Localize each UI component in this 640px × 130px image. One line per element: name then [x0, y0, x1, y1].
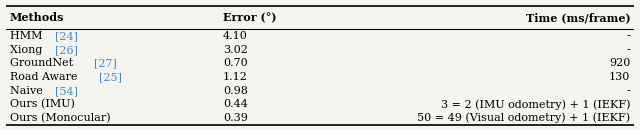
Text: [24]: [24] [55, 31, 78, 41]
Text: -: - [627, 86, 630, 96]
Text: 3 = 2 (IMU odometry) + 1 (IEKF): 3 = 2 (IMU odometry) + 1 (IEKF) [441, 99, 630, 110]
Text: Methods: Methods [10, 12, 64, 23]
Text: Naive: Naive [10, 86, 46, 96]
Text: Error (°): Error (°) [223, 12, 276, 23]
Text: Ours (Monocular): Ours (Monocular) [10, 113, 110, 123]
Text: Ours (IMU): Ours (IMU) [10, 99, 74, 110]
Text: 50 = 49 (Visual odometry) + 1 (IEKF): 50 = 49 (Visual odometry) + 1 (IEKF) [417, 113, 630, 123]
Text: 4.10: 4.10 [223, 31, 248, 41]
Text: 1.12: 1.12 [223, 72, 248, 82]
Text: [26]: [26] [55, 45, 78, 55]
Text: 0.70: 0.70 [223, 58, 248, 69]
Text: -: - [627, 31, 630, 41]
Text: 3.02: 3.02 [223, 45, 248, 55]
Text: 130: 130 [609, 72, 630, 82]
Text: -: - [627, 45, 630, 55]
Text: 0.44: 0.44 [223, 99, 248, 109]
Text: [54]: [54] [56, 86, 78, 96]
Text: 920: 920 [609, 58, 630, 69]
Text: HMM: HMM [10, 31, 45, 41]
Text: [27]: [27] [94, 58, 116, 69]
Text: 0.98: 0.98 [223, 86, 248, 96]
Text: Time (ms/frame): Time (ms/frame) [526, 12, 630, 23]
Text: 0.39: 0.39 [223, 113, 248, 123]
Text: Road Aware: Road Aware [10, 72, 81, 82]
Text: [25]: [25] [99, 72, 122, 82]
Text: GroundNet: GroundNet [10, 58, 76, 69]
Text: Xiong: Xiong [10, 45, 45, 55]
